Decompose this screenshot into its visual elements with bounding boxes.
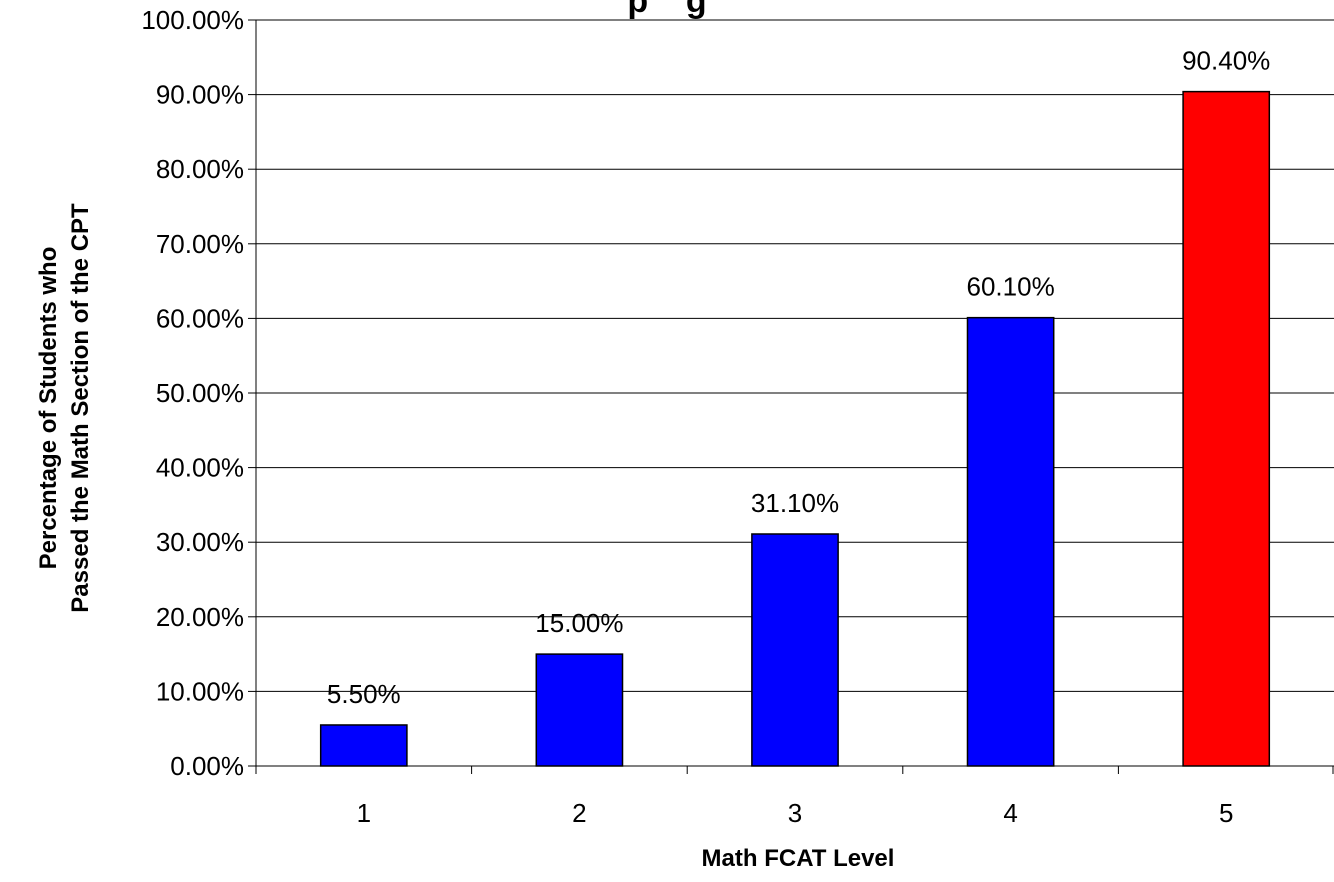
chart-title-group: p g — [627, 0, 706, 20]
y-tick-label: 70.00% — [156, 229, 244, 259]
data-labels: 5.50% 15.00% 31.10% 60.10% 90.40% — [327, 46, 1270, 709]
y-tick-label: 60.00% — [156, 303, 244, 333]
data-label: 90.40% — [1182, 46, 1270, 76]
y-tick-label: 0.00% — [170, 751, 244, 781]
bar-level-5 — [1182, 90, 1271, 767]
data-label: 31.10% — [751, 488, 839, 518]
x-tick-label: 4 — [1003, 798, 1017, 828]
x-tick-label: 1 — [357, 798, 371, 828]
y-tick-label: 80.00% — [156, 154, 244, 184]
chart-title: p g — [627, 0, 706, 20]
y-tick-label: 10.00% — [156, 676, 244, 706]
x-tick-label: 2 — [572, 798, 586, 828]
y-tick-label: 100.00% — [141, 5, 244, 35]
x-tick-labels: 1 2 3 4 5 — [255, 766, 1334, 828]
y-tick-label: 40.00% — [156, 453, 244, 483]
bars — [319, 90, 1271, 767]
x-axis-title: Math FCAT Level — [702, 845, 895, 872]
y-tick-labels: 0.00% 10.00% 20.00% 30.00% 40.00% 50.00% 60.00… — [141, 5, 256, 781]
bar-level-2 — [535, 653, 624, 767]
y-tick-label: 20.00% — [156, 602, 244, 632]
y-axis-title-line-2: Passed the Math Section of the CPT — [67, 203, 94, 613]
y-tick-label: 30.00% — [156, 527, 244, 557]
y-axis-title-line-1: Percentage of Students who — [35, 247, 62, 570]
y-axis-title: Percentage of Students who Passed the Ma… — [35, 203, 94, 613]
y-tick-label: 50.00% — [156, 378, 244, 408]
data-label: 15.00% — [535, 608, 623, 638]
y-tick-label: 90.00% — [156, 80, 244, 110]
bar-level-1 — [319, 724, 408, 767]
data-label: 60.10% — [967, 272, 1055, 302]
bar-level-4 — [966, 316, 1055, 767]
bar-level-3 — [751, 533, 839, 767]
x-tick-label: 3 — [788, 798, 802, 828]
x-tick-label: 5 — [1219, 798, 1233, 828]
data-label: 5.50% — [327, 679, 401, 709]
gridlines — [256, 19, 1334, 692]
